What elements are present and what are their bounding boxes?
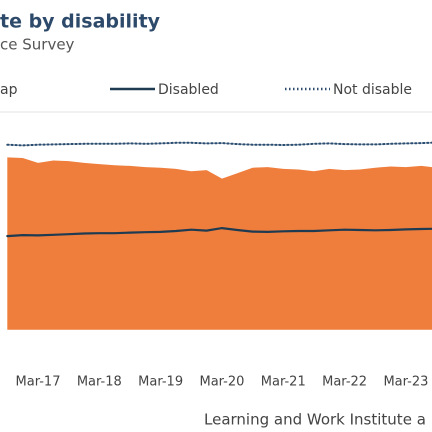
- legend-label: Disabled: [158, 82, 219, 98]
- series-line: [6, 226, 432, 238]
- x-tick-label: Mar-17: [16, 375, 61, 390]
- chart-title: te by disability: [0, 11, 161, 33]
- x-tick-label: Mar-21: [261, 375, 306, 390]
- x-tick-label: Mar-23: [383, 375, 428, 390]
- series-line: [6, 141, 432, 147]
- legend-label: ap: [0, 82, 18, 98]
- gap-area: [7, 157, 432, 330]
- x-tick-label: Mar-22: [322, 375, 367, 390]
- x-tick-label: Mar-19: [138, 375, 183, 390]
- x-tick-label: Mar-20: [199, 375, 244, 390]
- x-tick-label: Mar-18: [77, 375, 122, 390]
- chart-subtitle: ce Survey: [0, 36, 75, 54]
- source: Learning and Work Institute a: [204, 411, 426, 429]
- legend-label: Not disable: [333, 82, 412, 98]
